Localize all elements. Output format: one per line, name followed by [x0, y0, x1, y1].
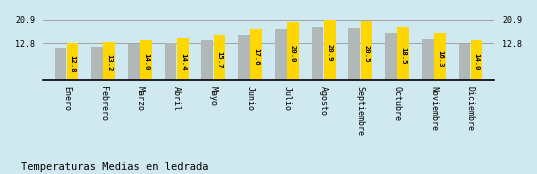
- Bar: [349, 28, 360, 80]
- Text: 20.5: 20.5: [364, 45, 369, 62]
- Text: 18.5: 18.5: [400, 47, 406, 65]
- Text: 17.6: 17.6: [253, 48, 259, 66]
- Text: 15.7: 15.7: [216, 51, 222, 68]
- Bar: [459, 45, 470, 80]
- Text: 14.0: 14.0: [474, 53, 480, 71]
- Bar: [104, 42, 115, 80]
- Bar: [250, 29, 262, 80]
- Bar: [67, 43, 78, 80]
- Bar: [471, 40, 482, 80]
- Bar: [422, 39, 433, 80]
- Text: 14.0: 14.0: [143, 53, 149, 71]
- Text: 20.0: 20.0: [290, 45, 296, 63]
- Bar: [238, 35, 250, 80]
- Bar: [397, 27, 409, 80]
- Text: 20.9: 20.9: [326, 44, 333, 62]
- Bar: [360, 21, 372, 80]
- Text: 13.2: 13.2: [106, 54, 112, 72]
- Bar: [287, 22, 299, 80]
- Bar: [275, 29, 287, 80]
- Bar: [91, 46, 103, 80]
- Bar: [165, 44, 177, 80]
- Bar: [214, 35, 226, 80]
- Text: 12.8: 12.8: [70, 55, 76, 72]
- Bar: [201, 40, 213, 80]
- Bar: [434, 33, 446, 80]
- Bar: [55, 48, 66, 80]
- Bar: [140, 40, 152, 80]
- Bar: [385, 33, 397, 80]
- Bar: [128, 45, 140, 80]
- Text: 16.3: 16.3: [437, 50, 443, 68]
- Text: Temperaturas Medias en ledrada: Temperaturas Medias en ledrada: [21, 162, 209, 172]
- Bar: [324, 20, 336, 80]
- Bar: [311, 27, 323, 80]
- Bar: [177, 38, 188, 80]
- Text: 14.4: 14.4: [180, 53, 186, 70]
